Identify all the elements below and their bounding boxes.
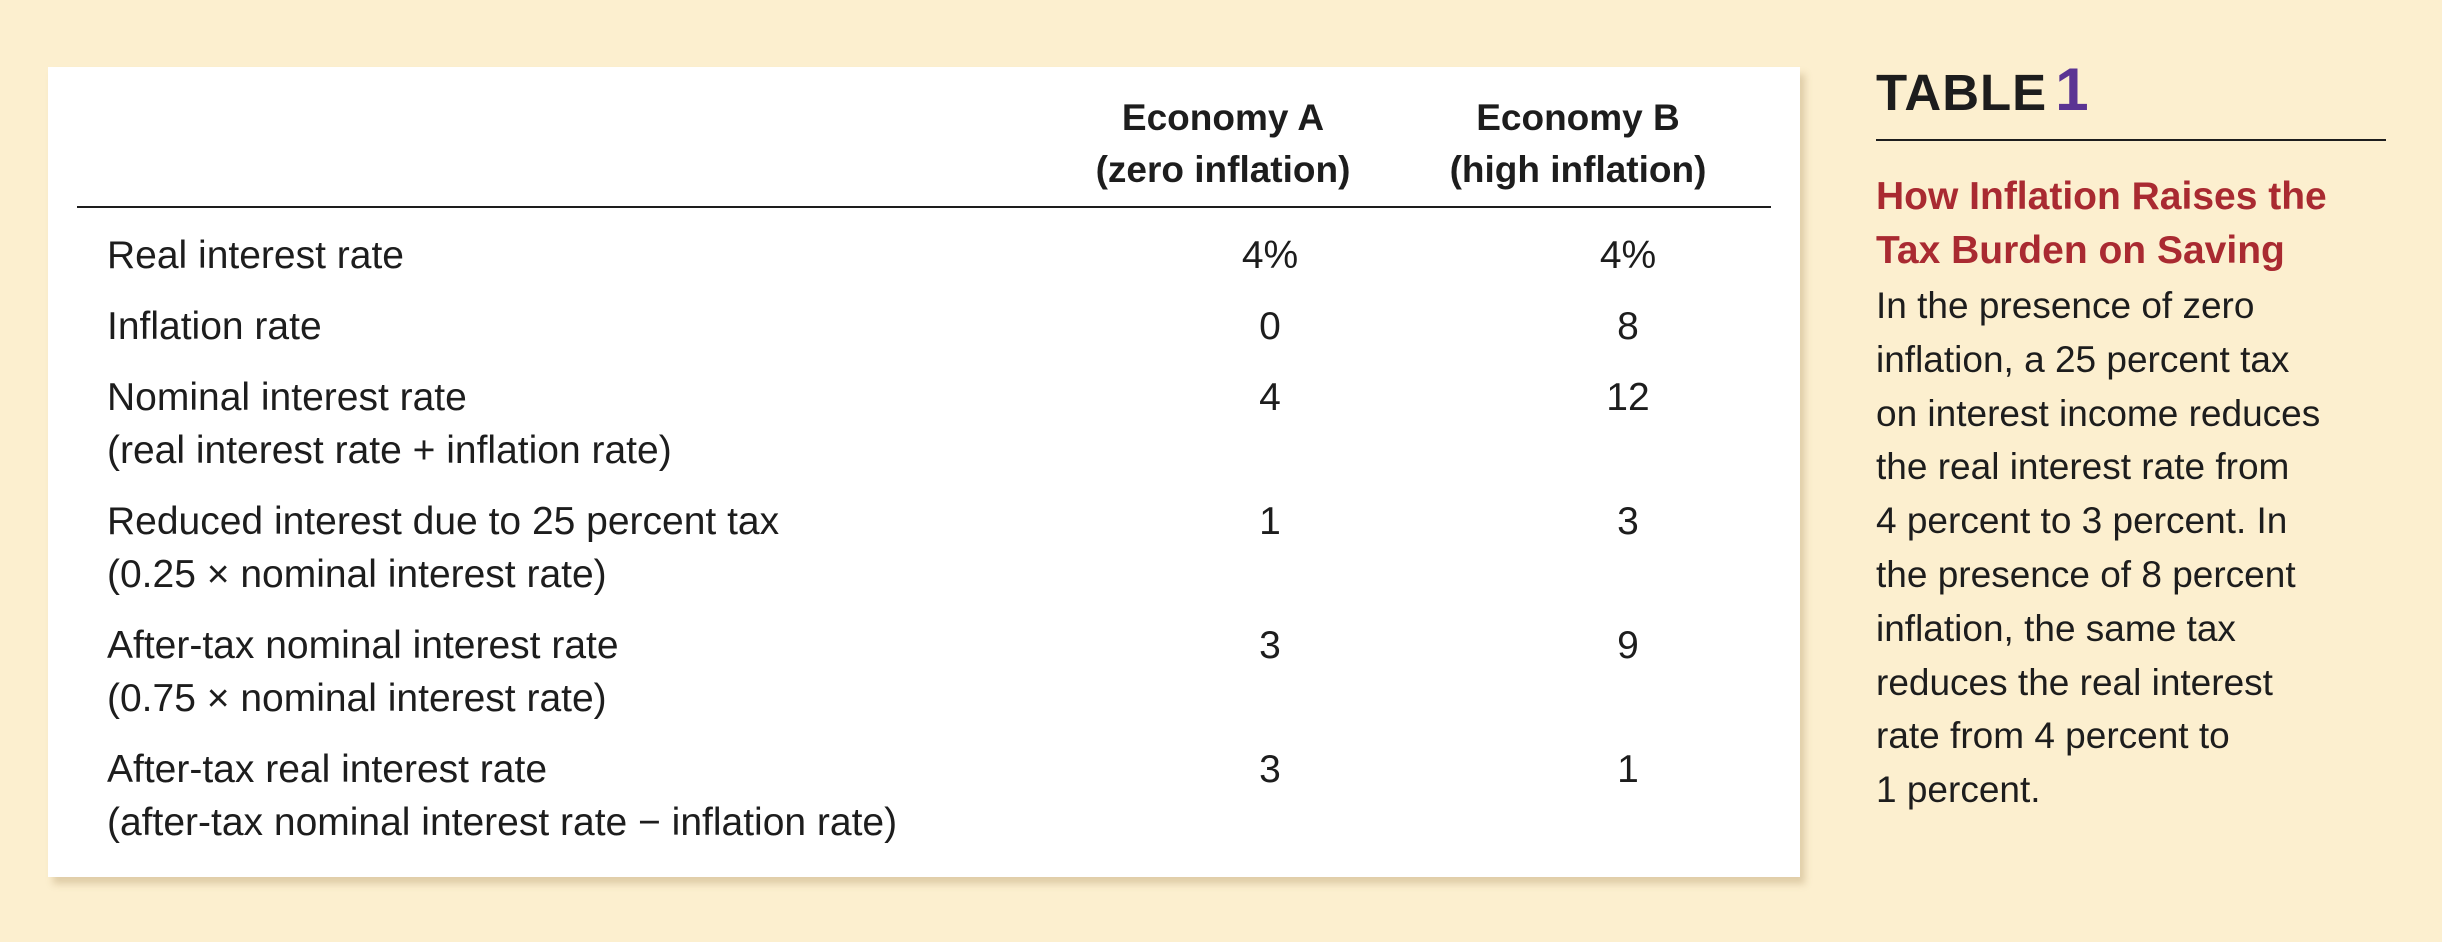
column-header-economy-a: Economy A (zero inflation) bbox=[1073, 92, 1373, 196]
table-number: 1 bbox=[2055, 56, 2090, 123]
cell-economy-b: 3 bbox=[1617, 500, 1639, 543]
caption-body-line: on interest income reduces bbox=[1876, 392, 2321, 434]
caption-body-line: 1 percent. bbox=[1876, 769, 2041, 811]
cell-economy-b: 1 bbox=[1617, 748, 1639, 791]
row-label: Real interest rate bbox=[107, 229, 404, 282]
row-label: Nominal interest rate (real interest rat… bbox=[107, 371, 672, 477]
row-label: After-tax real interest rate (after-tax … bbox=[107, 743, 897, 849]
row-label: Reduced interest due to 25 percent tax (… bbox=[107, 495, 779, 601]
row-label-main: Reduced interest due to 25 percent tax bbox=[107, 500, 780, 543]
table-word: TABLE bbox=[1876, 64, 2048, 121]
cell-economy-b: 12 bbox=[1606, 376, 1650, 419]
header-divider bbox=[77, 206, 1771, 208]
row-label-main: Inflation rate bbox=[107, 305, 322, 348]
caption-heading: How Inflation Raises the Tax Burden on S… bbox=[1876, 170, 2327, 278]
row-label-main: After-tax real interest rate bbox=[107, 748, 548, 791]
cell-economy-a: 4% bbox=[1241, 234, 1299, 277]
caption-body-line: In the presence of zero bbox=[1876, 285, 2255, 326]
cell-economy-b: 8 bbox=[1617, 305, 1639, 348]
cell-economy-b: 9 bbox=[1617, 624, 1639, 667]
data-table: Economy A (zero inflation) Economy B (hi… bbox=[48, 67, 1800, 877]
caption-body-line: the presence of 8 percent bbox=[1876, 553, 2296, 595]
caption-body-line: the real interest rate from bbox=[1876, 446, 2290, 488]
column-header-subtitle: (high inflation) bbox=[1449, 149, 1707, 190]
cell-economy-a: 4 bbox=[1259, 376, 1281, 419]
row-label: Inflation rate bbox=[107, 300, 322, 353]
column-header-title: Economy A bbox=[1121, 97, 1325, 138]
row-label-main: Nominal interest rate bbox=[107, 376, 467, 419]
caption-heading-line: Tax Burden on Saving bbox=[1876, 229, 2285, 272]
column-header-economy-b: Economy B (high inflation) bbox=[1428, 92, 1728, 196]
row-label-main: Real interest rate bbox=[107, 234, 404, 277]
caption-body: In the presence of zero inflation, a 25 … bbox=[1876, 279, 2320, 817]
title-divider bbox=[1876, 139, 2386, 141]
column-header-subtitle: (zero inflation) bbox=[1095, 149, 1351, 190]
row-label-sub: (0.75 × nominal interest rate) bbox=[107, 677, 607, 720]
caption-heading-line: How Inflation Raises the bbox=[1876, 175, 2327, 218]
caption-body-line: inflation, a 25 percent tax bbox=[1876, 338, 2290, 380]
cell-economy-a: 3 bbox=[1259, 748, 1281, 791]
row-label-sub: (real interest rate + inflation rate) bbox=[107, 429, 672, 472]
caption-body-line: 4 percent to 3 percent. In bbox=[1876, 500, 2288, 542]
cell-economy-b: 4% bbox=[1599, 234, 1657, 277]
table-title: TABLE 1 bbox=[1876, 58, 2090, 125]
row-label-sub: (after-tax nominal interest rate − infla… bbox=[107, 801, 898, 844]
cell-economy-a: 0 bbox=[1259, 305, 1281, 348]
column-header-title: Economy B bbox=[1476, 97, 1680, 138]
caption-body-line: rate from 4 percent to bbox=[1876, 715, 2230, 757]
cell-economy-a: 3 bbox=[1259, 624, 1281, 667]
caption-body-line: reduces the real interest bbox=[1876, 661, 2273, 703]
caption-body-line: inflation, the same tax bbox=[1876, 607, 2236, 649]
row-label: After-tax nominal interest rate (0.75 × … bbox=[107, 619, 619, 725]
row-label-sub: (0.25 × nominal interest rate) bbox=[107, 553, 607, 596]
cell-economy-a: 1 bbox=[1259, 500, 1281, 543]
row-label-main: After-tax nominal interest rate bbox=[107, 624, 619, 667]
